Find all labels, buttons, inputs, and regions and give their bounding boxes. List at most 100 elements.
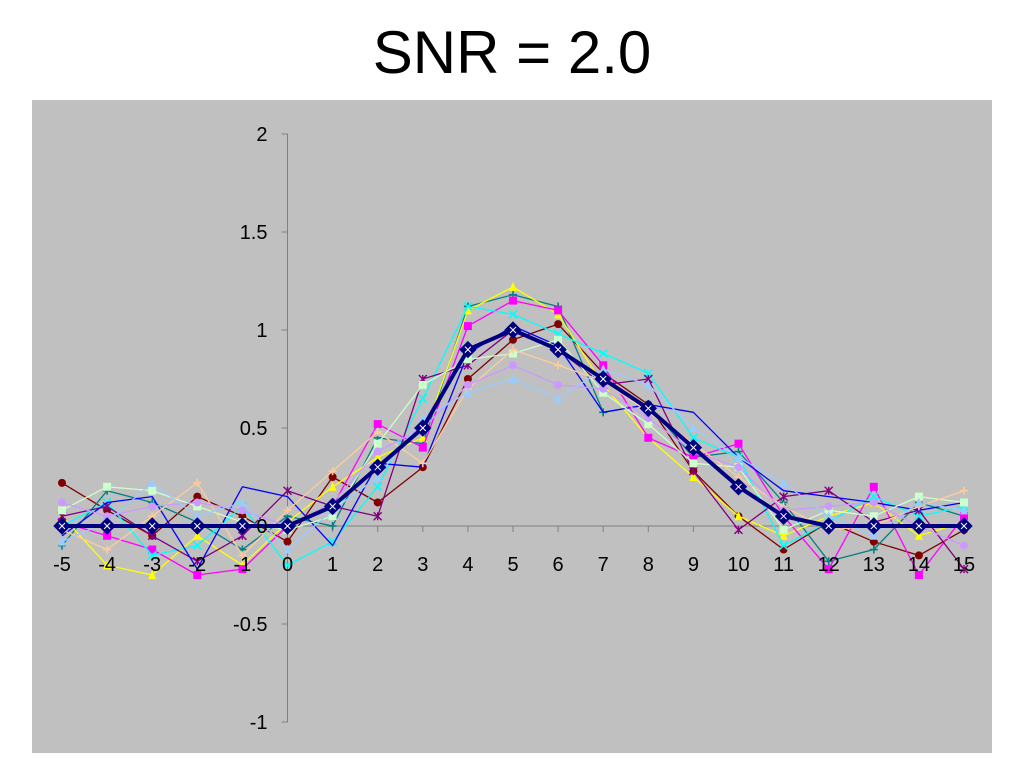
x-tick-label: -4 xyxy=(98,554,116,576)
x-tick-label: -5 xyxy=(53,554,71,576)
data-point xyxy=(58,498,66,507)
data-point xyxy=(103,482,112,491)
data-point xyxy=(509,345,517,354)
data-point xyxy=(779,530,788,540)
data-point xyxy=(418,413,427,423)
data-point-inner xyxy=(870,522,878,530)
data-point xyxy=(238,565,247,574)
chart: -1-0.500.511.52-5 -4 -3 -2 -1 0 1 2 3 4 5 6 7 8 9 10 11 1… xyxy=(32,100,992,753)
data-point xyxy=(960,486,968,495)
data-point xyxy=(824,502,833,511)
data-point xyxy=(779,477,788,487)
x-tick-label: -1 xyxy=(234,554,252,576)
data-point xyxy=(824,557,833,566)
x-tick-label: 3 xyxy=(417,554,428,576)
data-point xyxy=(373,498,382,507)
data-point xyxy=(58,536,66,546)
data-point xyxy=(509,296,517,305)
data-point xyxy=(193,498,202,507)
data-point xyxy=(193,511,202,521)
data-point xyxy=(373,452,382,462)
data-point xyxy=(148,486,157,495)
data-point-inner xyxy=(239,522,246,530)
x-tick-label: 5 xyxy=(507,554,518,576)
data-point xyxy=(960,498,968,507)
data-point xyxy=(373,511,383,521)
data-point xyxy=(644,433,653,442)
data-point xyxy=(328,512,337,521)
y-tick-label: 0.5 xyxy=(240,418,268,440)
data-point xyxy=(914,530,923,540)
data-point-inner xyxy=(644,405,652,412)
data-point xyxy=(463,322,472,331)
data-point xyxy=(328,481,337,491)
data-point xyxy=(193,571,202,579)
data-point xyxy=(282,560,293,570)
y-tick-label: 0 xyxy=(256,516,267,538)
data-point-inner xyxy=(554,346,562,353)
data-point xyxy=(914,492,923,501)
data-point xyxy=(509,361,517,370)
data-point xyxy=(960,541,968,550)
data-point xyxy=(644,379,653,389)
data-point xyxy=(328,522,337,530)
data-point xyxy=(509,374,517,383)
data-point xyxy=(238,551,247,560)
x-tick-label: 8 xyxy=(643,554,654,576)
data-point xyxy=(598,348,608,359)
x-tick-label: 4 xyxy=(462,554,473,576)
y-tick-label: 1.5 xyxy=(240,222,268,244)
data-point xyxy=(328,473,337,481)
data-point xyxy=(779,492,789,502)
data-point xyxy=(463,305,472,315)
data-point xyxy=(463,387,472,397)
data-point xyxy=(463,380,472,389)
x-tick-label: 2 xyxy=(372,554,383,576)
data-point xyxy=(148,570,157,579)
data-point xyxy=(508,309,518,319)
data-point xyxy=(192,541,202,551)
data-point xyxy=(824,565,833,574)
data-point xyxy=(959,564,969,574)
data-point xyxy=(148,502,157,511)
data-point-inner xyxy=(825,522,833,530)
data-point xyxy=(554,320,563,329)
data-point xyxy=(147,550,157,560)
data-point xyxy=(734,511,743,521)
data-point xyxy=(960,512,968,521)
data-point xyxy=(914,571,923,579)
data-point xyxy=(554,380,563,389)
chart-title: SNR = 2.0 xyxy=(372,19,652,86)
x-tick-label: -3 xyxy=(143,554,161,576)
data-point xyxy=(689,472,698,481)
data-point xyxy=(554,306,563,315)
data-point xyxy=(328,537,338,547)
data-point xyxy=(418,394,428,404)
y-tick-label: -0.5 xyxy=(233,614,267,636)
data-point xyxy=(869,530,878,540)
data-point xyxy=(914,497,923,507)
x-tick-label: 0 xyxy=(282,554,293,576)
data-point xyxy=(373,447,382,456)
data-point xyxy=(463,355,472,364)
data-point xyxy=(193,530,202,540)
data-point-inner xyxy=(690,444,697,451)
data-point xyxy=(373,439,382,448)
data-point xyxy=(599,384,608,393)
data-point xyxy=(103,531,112,540)
data-point xyxy=(373,482,383,492)
x-tick-label: 7 xyxy=(598,554,609,576)
data-point-inner xyxy=(915,522,923,530)
data-point xyxy=(283,506,292,515)
data-point xyxy=(328,467,337,476)
data-point-inner xyxy=(148,522,156,530)
data-point xyxy=(914,551,923,560)
data-point xyxy=(599,364,608,374)
data-point xyxy=(463,375,472,383)
data-point xyxy=(779,525,788,534)
data-point xyxy=(779,541,789,551)
x-tick-label: 15 xyxy=(953,554,975,576)
data-point xyxy=(554,393,563,403)
data-point xyxy=(554,335,563,344)
data-point-inner xyxy=(509,326,517,334)
